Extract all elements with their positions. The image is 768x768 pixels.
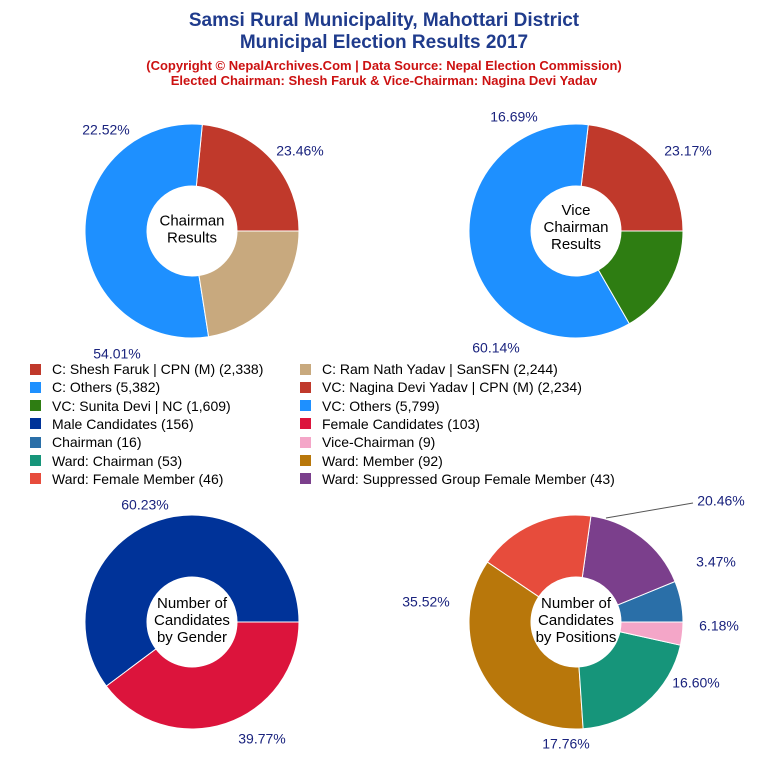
slice-percent-label: 39.77% bbox=[238, 731, 285, 747]
legend-swatch bbox=[300, 418, 311, 430]
slice-percent-label: 22.52% bbox=[82, 122, 129, 138]
chart-subtitle-copyright: (Copyright © NepalArchives.Com | Data So… bbox=[146, 58, 622, 73]
legend-swatch bbox=[300, 381, 311, 393]
donut-slice bbox=[105, 621, 300, 730]
legend-label: Chairman (16) bbox=[52, 434, 142, 451]
legend-label: Ward: Suppressed Group Female Member (43… bbox=[322, 470, 615, 487]
legend-swatch bbox=[300, 363, 311, 375]
legend-item: VC: Nagina Devi Yadav | CPN (M) (2,234) bbox=[300, 378, 582, 396]
donut-center-label: Results bbox=[551, 236, 601, 253]
legend-item: C: Shesh Faruk | CPN (M) (2,338) bbox=[30, 360, 263, 378]
slice-percent-label: 20.46% bbox=[697, 493, 744, 509]
donut-slice bbox=[468, 561, 584, 730]
donut-center-label: Results bbox=[167, 229, 217, 246]
leader-line bbox=[605, 502, 694, 519]
legend-swatch bbox=[30, 363, 41, 375]
legend-item: C: Others (5,382) bbox=[30, 378, 160, 396]
slice-percent-label: 6.18% bbox=[699, 618, 739, 634]
legend-label: Ward: Chairman (53) bbox=[52, 452, 183, 469]
legend-label: C: Shesh Faruk | CPN (M) (2,338) bbox=[52, 361, 264, 377]
legend-item: Ward: Member (92) bbox=[300, 452, 443, 470]
legend-label: Ward: Member (92) bbox=[322, 452, 443, 469]
donut-slice bbox=[468, 123, 631, 339]
legend-swatch bbox=[30, 381, 41, 393]
legend-swatch bbox=[30, 436, 41, 448]
donut-center-label: Candidates bbox=[538, 612, 614, 629]
legend-item: C: Ram Nath Yadav | SanSFN (2,244) bbox=[300, 360, 558, 378]
legend-label: C: Ram Nath Yadav | SanSFN (2,244) bbox=[322, 361, 558, 377]
donut-center-label: Number of bbox=[157, 595, 228, 612]
legend-label: VC: Others (5,799) bbox=[322, 397, 440, 414]
legend-swatch bbox=[30, 400, 41, 412]
donut-slice bbox=[195, 123, 300, 232]
chart-subtitle-elected: Elected Chairman: Shesh Faruk & Vice-Cha… bbox=[170, 73, 598, 88]
slice-percent-label: 23.17% bbox=[664, 143, 711, 159]
legend-item: Vice-Chairman (9) bbox=[300, 433, 435, 451]
donut-center-label: by Positions bbox=[536, 629, 617, 646]
donut-slice bbox=[578, 631, 682, 730]
slice-percent-label: 54.01% bbox=[93, 346, 140, 362]
donut-slice bbox=[597, 230, 684, 325]
slice-percent-label: 23.46% bbox=[276, 143, 323, 159]
donut-center-label: by Gender bbox=[157, 629, 227, 646]
legend-swatch bbox=[30, 473, 41, 485]
legend-swatch bbox=[300, 473, 311, 485]
legend-item: Male Candidates (156) bbox=[30, 415, 194, 433]
legend-item: VC: Others (5,799) bbox=[300, 397, 440, 415]
legend-label: Vice-Chairman (9) bbox=[322, 434, 436, 451]
donut-slice bbox=[84, 123, 210, 339]
legend-label: C: Others (5,382) bbox=[52, 379, 161, 396]
legend-swatch bbox=[30, 418, 41, 430]
slice-percent-label: 3.47% bbox=[696, 554, 736, 570]
donut-slice bbox=[581, 515, 676, 606]
legend-swatch bbox=[300, 400, 311, 412]
donut-slice bbox=[84, 514, 300, 687]
donut-center-label: Chairman bbox=[159, 212, 224, 229]
chart-title-line2: Municipal Election Results 2017 bbox=[239, 32, 529, 53]
slice-percent-label: 60.14% bbox=[472, 340, 519, 356]
donut-center-label: Chairman bbox=[543, 219, 608, 236]
legend-item: Chairman (16) bbox=[30, 433, 141, 451]
donut-slice bbox=[619, 621, 684, 646]
slice-percent-label: 35.52% bbox=[402, 594, 449, 610]
slice-percent-label: 60.23% bbox=[121, 497, 168, 513]
slice-percent-label: 16.69% bbox=[490, 109, 537, 125]
donut-center-label: Vice bbox=[562, 202, 591, 219]
donut-center-label: Number of bbox=[541, 595, 612, 612]
donut-slice bbox=[486, 514, 592, 598]
legend-label: Female Candidates (103) bbox=[322, 415, 480, 432]
legend-label: Ward: Female Member (46) bbox=[52, 470, 224, 487]
legend-item: Ward: Female Member (46) bbox=[30, 470, 223, 488]
slice-percent-label: 16.60% bbox=[672, 675, 719, 691]
legend-swatch bbox=[300, 436, 311, 448]
donut-chart-4: 6.18% 16.60% 17.76% 35.52% 20.46% 3.47% Number… bbox=[402, 493, 744, 752]
legend-item: VC: Sunita Devi | NC (1,609) bbox=[30, 397, 231, 415]
slice-percent-label: 17.76% bbox=[542, 736, 589, 752]
legend-item: Ward: Suppressed Group Female Member (43… bbox=[300, 470, 615, 488]
chart-title-line1: Samsi Rural Municipality, Mahottari Dist… bbox=[188, 10, 580, 31]
donut-center-label: Candidates bbox=[154, 612, 230, 629]
legend-item: Female Candidates (103) bbox=[300, 415, 480, 433]
legend-swatch bbox=[300, 455, 311, 466]
donut-slice bbox=[198, 230, 300, 338]
donut-slice bbox=[580, 124, 684, 232]
legend-swatch bbox=[30, 455, 41, 466]
legend-label: Male Candidates (156) bbox=[52, 415, 194, 432]
legend-label: VC: Nagina Devi Yadav | CPN (M) (2,234) bbox=[322, 379, 582, 396]
legend-label: VC: Sunita Devi | NC (1,609) bbox=[52, 397, 231, 414]
legend-item: Ward: Chairman (53) bbox=[30, 452, 182, 470]
